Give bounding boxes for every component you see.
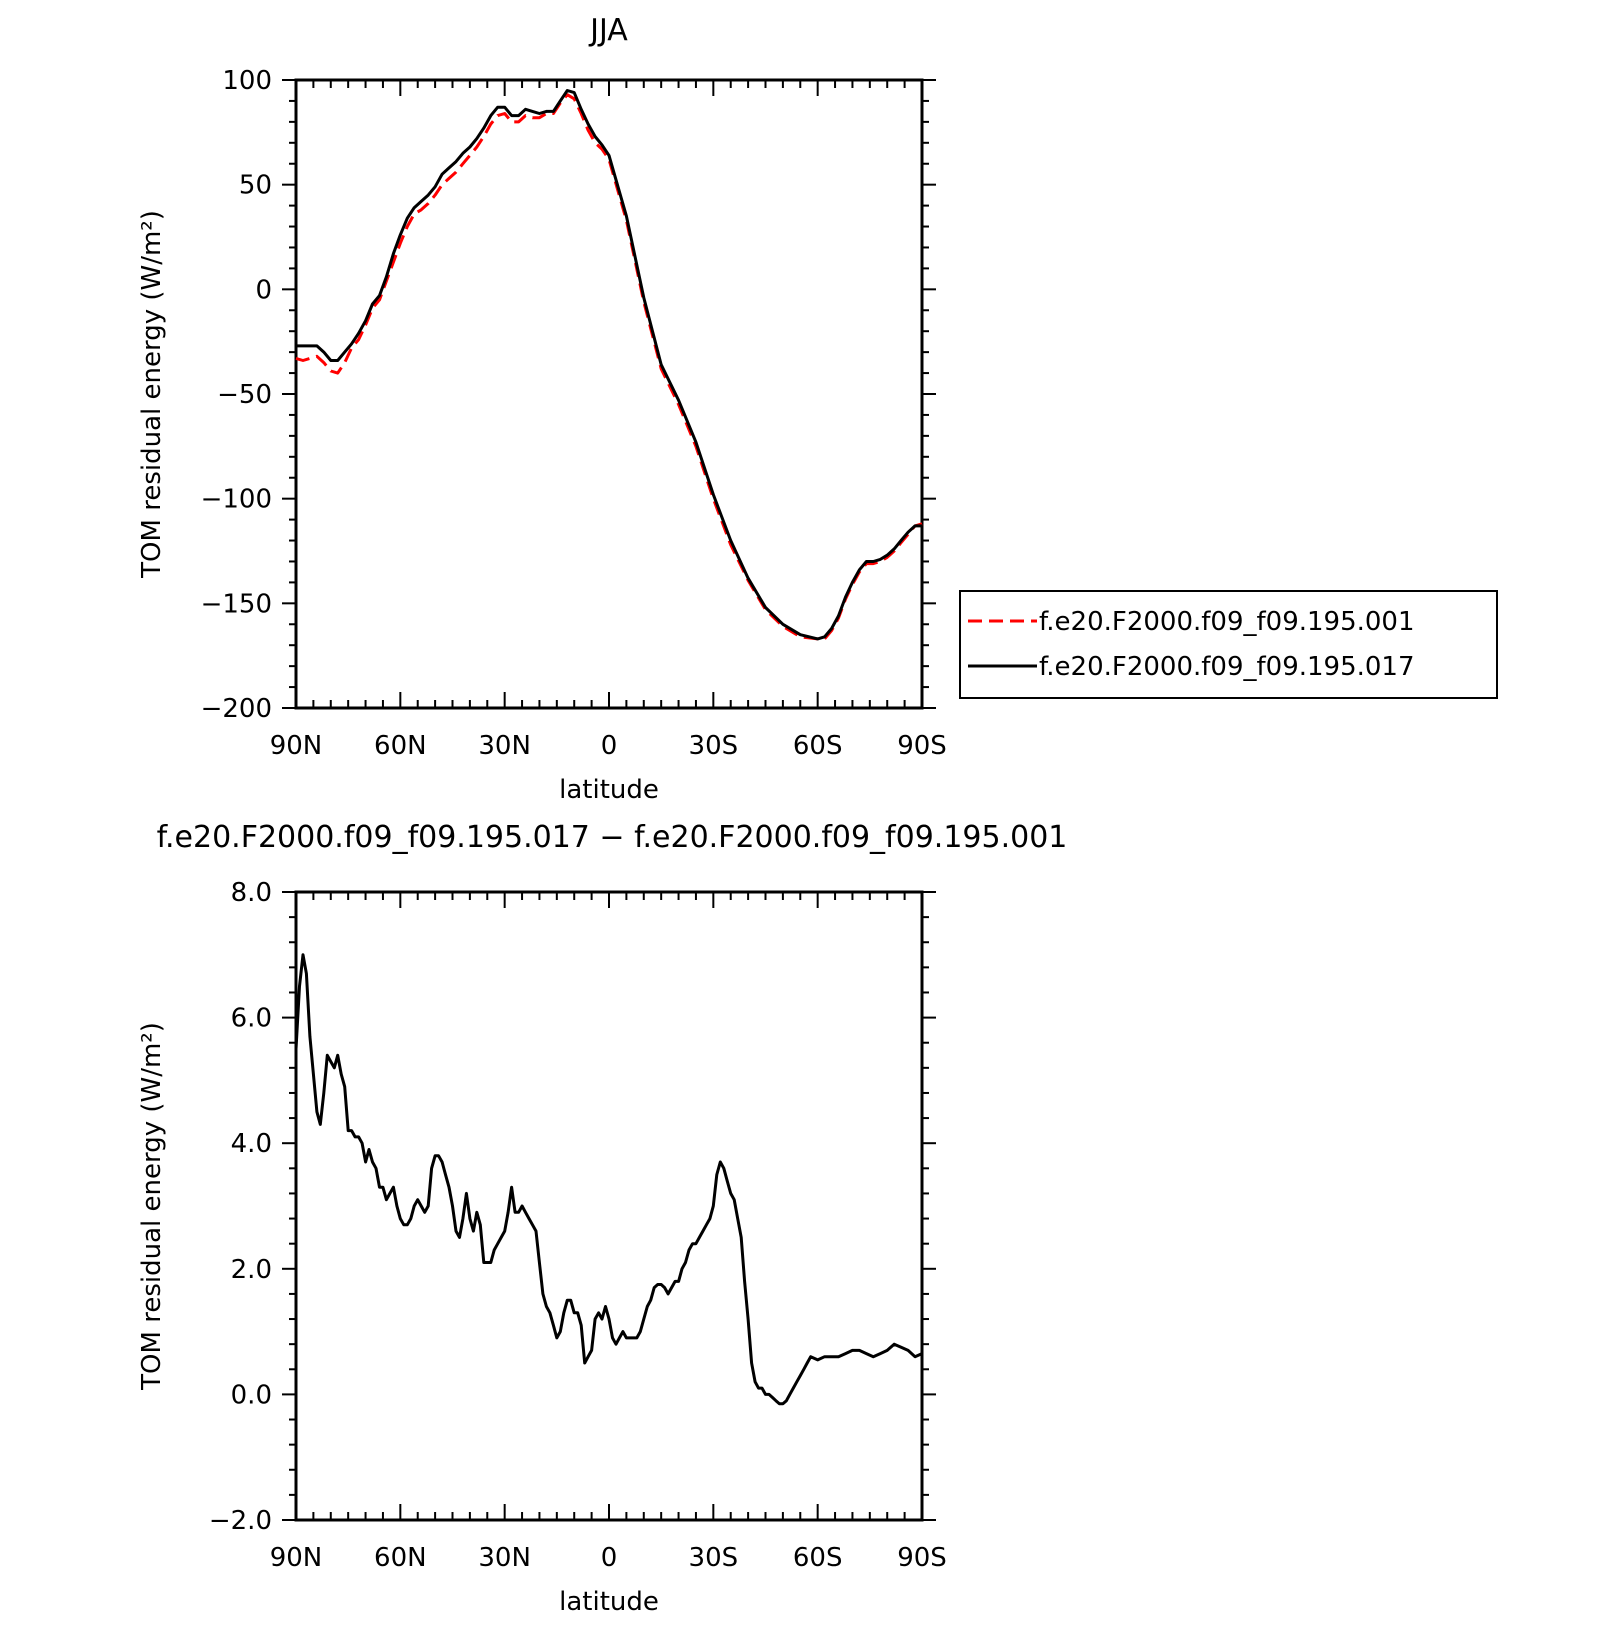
x-tick-label: 30S: [689, 731, 739, 761]
legend-label-1: f.e20.F2000.f09_f09.195.001: [1039, 607, 1415, 637]
y-tick-label: 0.0: [231, 1380, 272, 1410]
series-line-2: [296, 89, 922, 641]
x-tick-label: 60S: [793, 731, 843, 761]
legend-label-2: f.e20.F2000.f09_f09.195.017: [1039, 652, 1415, 682]
chart-title: JJA: [588, 13, 628, 48]
x-tick-label: 0: [601, 731, 618, 761]
series-line-1: [295, 93, 923, 641]
x-tick-label: 0: [601, 1543, 618, 1573]
x-tick-label: 30N: [478, 1543, 531, 1573]
y-tick-label: −150: [201, 589, 272, 619]
y-tick-label: −100: [201, 485, 272, 515]
y-tick-label: −2.0: [209, 1506, 272, 1536]
legend-box: [959, 590, 1498, 699]
series-line-1: [294, 953, 923, 1406]
x-tick-label: 30S: [689, 1543, 739, 1573]
y-tick-label: −50: [217, 380, 272, 410]
plot-frame: [294, 78, 924, 710]
y-tick-label: 100: [222, 66, 272, 96]
x-tick-label: 30N: [478, 731, 531, 761]
x-tick-label: 60N: [374, 1543, 427, 1573]
x-tick-label: 90S: [897, 1543, 947, 1573]
x-tick-label: 60N: [374, 731, 427, 761]
y-tick-label: 50: [239, 171, 272, 201]
plot-frame: [294, 890, 924, 1522]
y-tick-label: 0: [255, 275, 272, 305]
y-tick-label: 6.0: [231, 1004, 272, 1034]
x-axis-label: latitude: [559, 1587, 659, 1617]
y-tick-label: −200: [201, 694, 272, 724]
bottom-panel-difference: f.e20.F2000.f09_f09.195.017 − f.e20.F200…: [137, 820, 1067, 1617]
y-axis-label: TOM residual energy (W/m²): [137, 1022, 167, 1391]
y-axis-label: TOM residual energy (W/m²): [137, 210, 167, 579]
x-tick-label: 60S: [793, 1543, 843, 1573]
x-tick-label: 90N: [270, 1543, 323, 1573]
y-tick-label: 8.0: [231, 878, 272, 908]
chart-title: f.e20.F2000.f09_f09.195.017 − f.e20.F200…: [157, 820, 1068, 855]
top-panel-jja: JJA 90N 60N 30N 0 30S 60S 90S 100 50 0 −50 −100 −150 −…: [137, 13, 1498, 805]
x-tick-label: 90N: [270, 731, 323, 761]
x-axis-label: latitude: [559, 775, 659, 805]
y-tick-label: 2.0: [231, 1255, 272, 1285]
y-tick-label: 4.0: [231, 1129, 272, 1159]
x-tick-label: 90S: [897, 731, 947, 761]
